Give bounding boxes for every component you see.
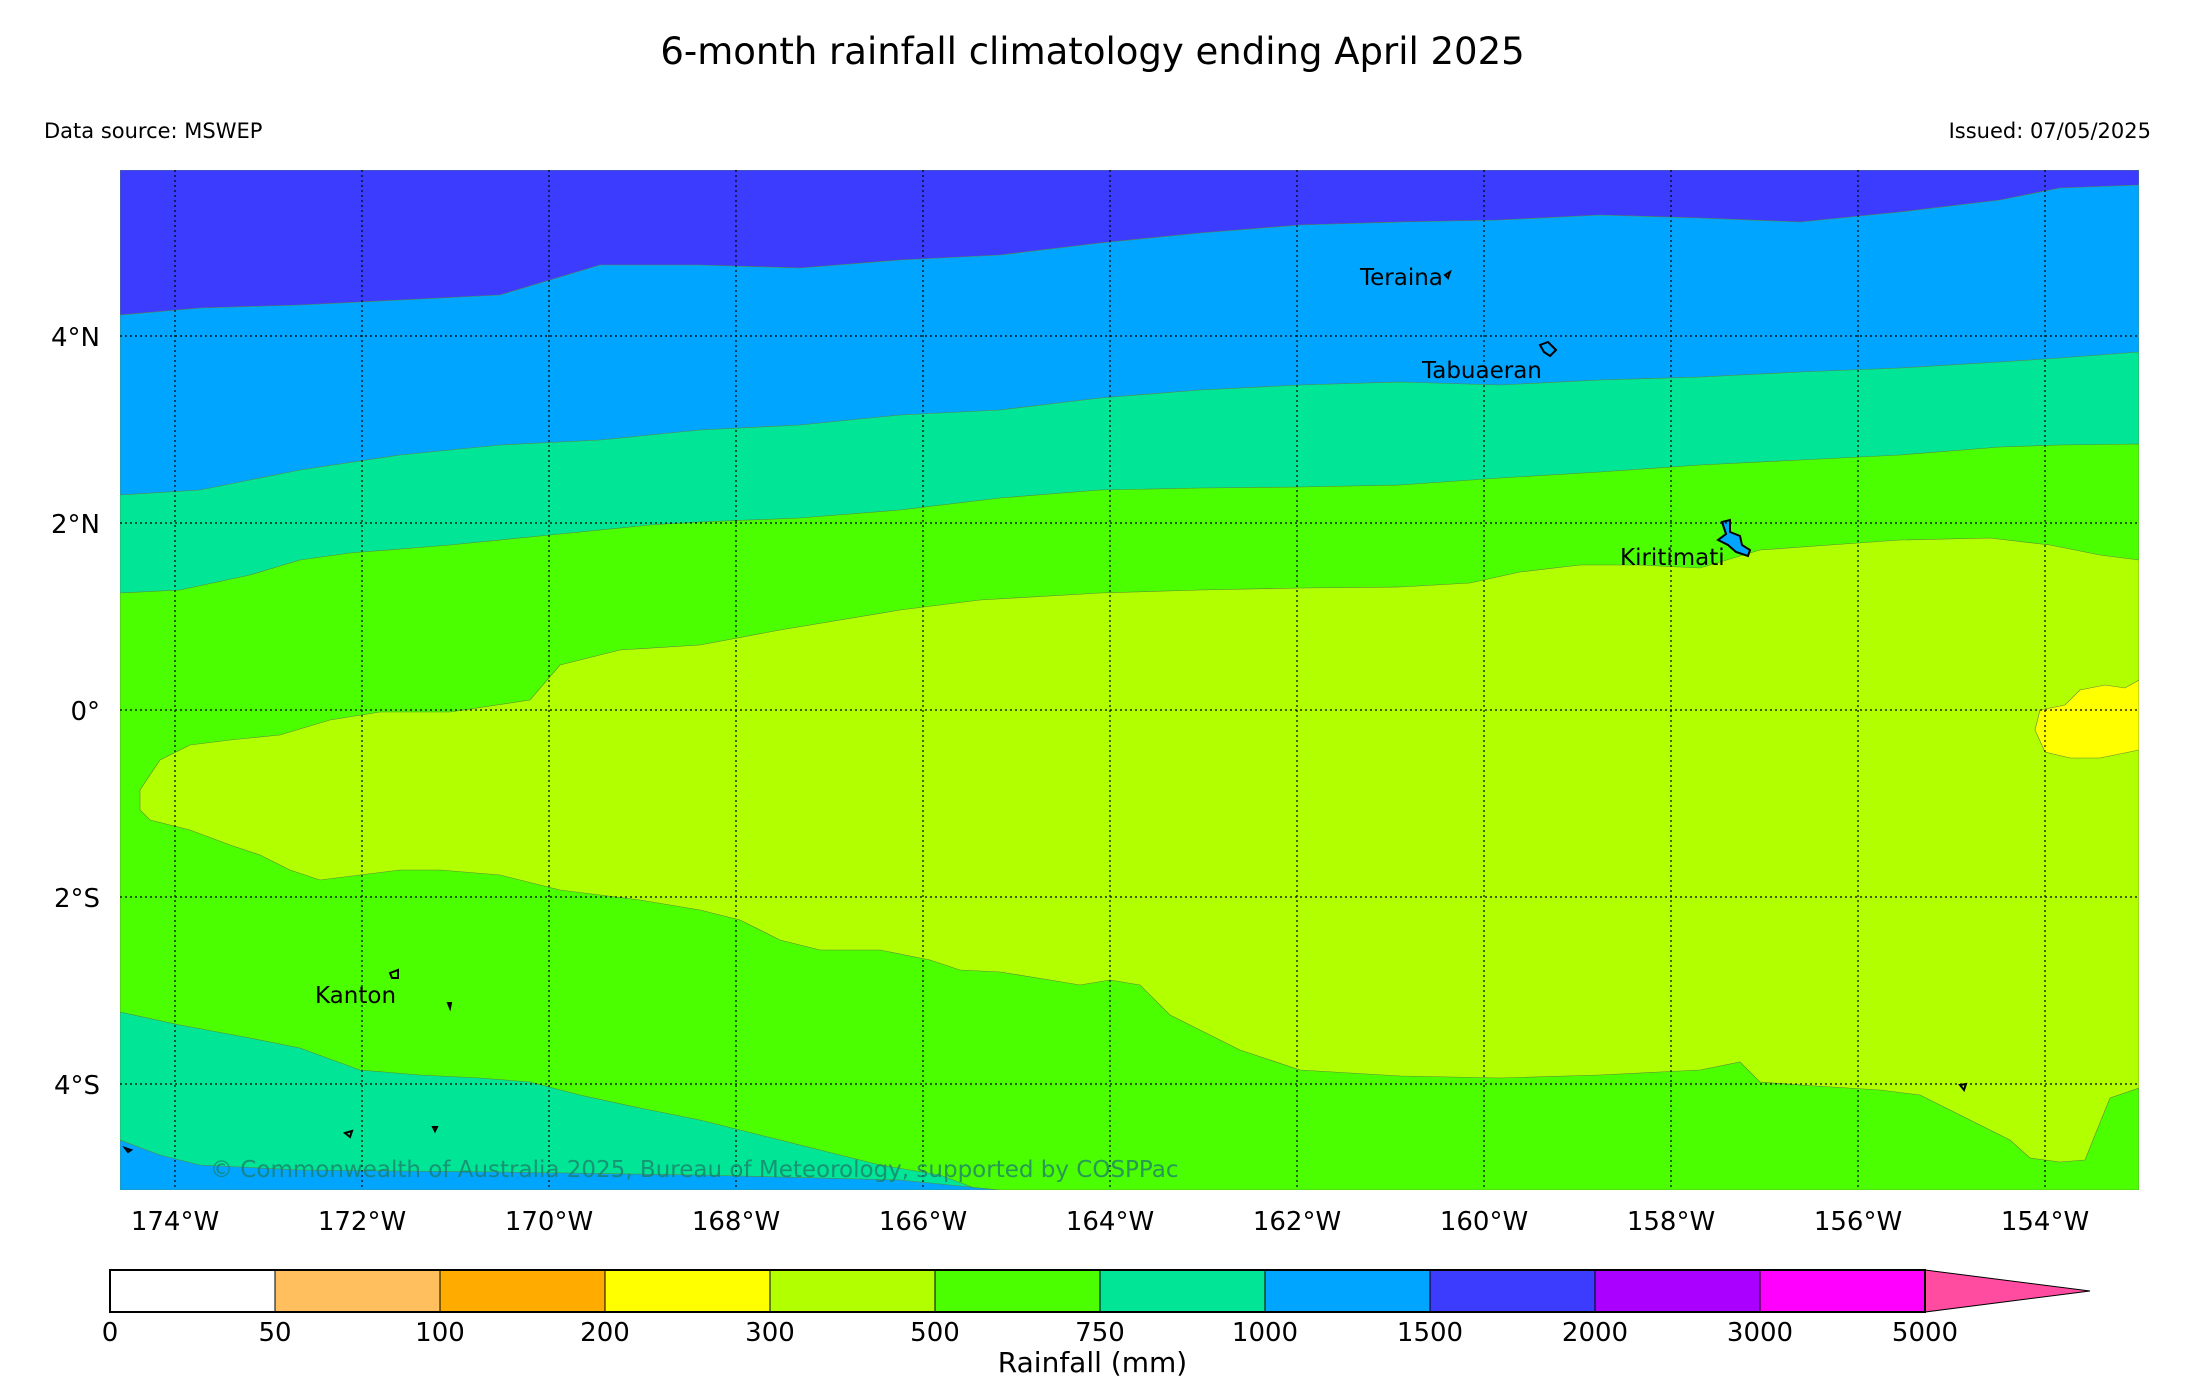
colorbar-extend-arrow	[1924, 1269, 2091, 1313]
colorbar-swatch	[1099, 1269, 1266, 1313]
longitude-tick-label: 170°W	[505, 1207, 593, 1237]
longitude-tick-label: 172°W	[318, 1207, 406, 1237]
small-island-4	[1958, 1082, 1968, 1093]
gridlines	[120, 170, 2139, 1190]
latitude-tick-label: 2°S	[54, 884, 100, 914]
place-label-kanton: Kanton	[315, 983, 396, 1009]
longitude-tick-label: 168°W	[692, 1207, 780, 1237]
colorbar-tick-label: 5000	[1892, 1318, 1958, 1348]
longitude-tick-label: 156°W	[1814, 1207, 1902, 1237]
colorbar-tick-label: 3000	[1727, 1318, 1793, 1348]
colorbar-swatch	[274, 1269, 441, 1313]
colorbar-swatch	[769, 1269, 936, 1313]
colorbar-tick-label: 100	[415, 1318, 465, 1348]
longitude-tick-label: 154°W	[2001, 1207, 2089, 1237]
small-island-1	[446, 1002, 453, 1012]
longitude-tick-label: 160°W	[1440, 1207, 1528, 1237]
data-source-label: Data source: MSWEP	[44, 119, 263, 143]
zone-200-300	[2034, 679, 2139, 759]
longitude-tick-label: 166°W	[879, 1207, 967, 1237]
colorbar-swatch	[1594, 1269, 1761, 1313]
rainfall-zones	[120, 170, 2139, 1190]
teraina-island	[1443, 269, 1452, 280]
place-label-kiritimati: Kiritimati	[1620, 545, 1725, 571]
longitude-labels: 174°W 172°W 170°W 168°W 166°W 164°W 162°W 160°W…	[131, 1207, 2089, 1237]
longitude-tick-label: 164°W	[1066, 1207, 1154, 1237]
colorbar-tick-label: 1500	[1397, 1318, 1463, 1348]
colorbar-tick-label: 300	[745, 1318, 795, 1348]
kanton-island	[388, 968, 399, 979]
colorbar-swatch	[439, 1269, 606, 1313]
colorbar-swatch	[109, 1269, 276, 1313]
latitude-tick-label: 4°S	[54, 1071, 100, 1101]
zone-1000-1500-south	[120, 1139, 1001, 1190]
colorbar-tick-label: 500	[910, 1318, 960, 1348]
latitude-labels: 4°N 2°N 0° 2°S 4°S	[51, 323, 100, 1101]
colorbar-swatch	[1759, 1269, 1926, 1313]
latitude-tick-label: 4°N	[51, 323, 100, 353]
copyright-notice: © Commonwealth of Australia 2025, Bureau…	[210, 1157, 1179, 1183]
longitude-tick-label: 162°W	[1253, 1207, 1341, 1237]
colorbar-swatch	[934, 1269, 1101, 1313]
latitude-tick-label: 2°N	[51, 510, 100, 540]
longitude-tick-label: 158°W	[1627, 1207, 1715, 1237]
colorbar-tick-label: 0	[102, 1318, 119, 1348]
small-island-3	[431, 1126, 439, 1134]
colorbar-tick-label: 200	[580, 1318, 630, 1348]
islands	[122, 269, 1968, 1154]
colorbar-swatch	[1429, 1269, 1596, 1313]
colorbar-tick-label: 1000	[1232, 1318, 1298, 1348]
colorbar: 0 50 100 200 300 500 750 1000 1500 2000 3000 5000	[102, 1269, 2091, 1348]
place-label-tabuaeran: Tabuaeran	[1421, 358, 1542, 384]
zone-750-1000-south	[120, 1011, 981, 1190]
tabuaeran-island	[1538, 340, 1558, 358]
zone-300-500	[139, 537, 2139, 1163]
kiritimati-island	[1716, 518, 1752, 558]
colorbar-outline	[109, 1269, 1926, 1313]
colorbar-title: Rainfall (mm)	[997, 1346, 1188, 1379]
place-label-teraina: Teraina	[1359, 265, 1443, 291]
colorbar-swatch	[1264, 1269, 1431, 1313]
small-island-5	[122, 1146, 134, 1154]
longitude-tick-label: 174°W	[131, 1207, 219, 1237]
small-island-2	[342, 1129, 354, 1139]
colorbar-tick-label: 750	[1075, 1318, 1125, 1348]
colorbar-swatch	[604, 1269, 771, 1313]
map-title: 6-month rainfall climatology ending Apri…	[660, 30, 1525, 73]
colorbar-tick-label: 2000	[1562, 1318, 1628, 1348]
latitude-tick-label: 0°	[70, 697, 100, 727]
issued-date-label: Issued: 07/05/2025	[1948, 119, 2151, 143]
colorbar-tick-label: 50	[258, 1318, 291, 1348]
